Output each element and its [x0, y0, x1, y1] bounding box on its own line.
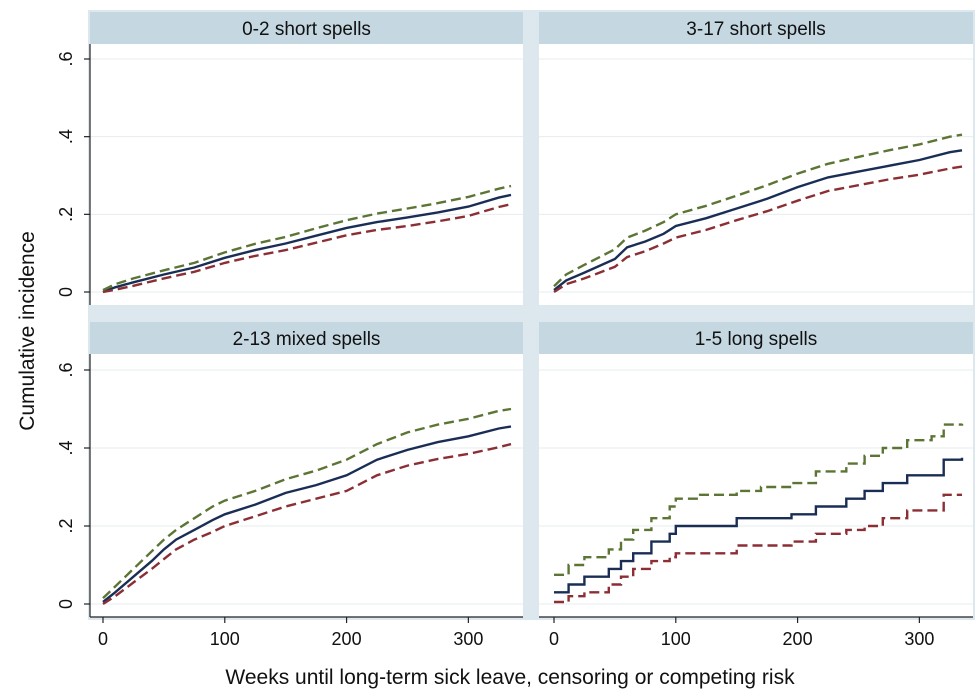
- series-upper-line: [553, 133, 963, 288]
- panel-2: 3-17 short spells: [539, 12, 973, 305]
- y-tick-label: .2: [56, 518, 76, 533]
- x-tick-label: 100: [210, 629, 240, 649]
- plot-area: [539, 354, 973, 617]
- panel-title: 3-17 short spells: [686, 19, 825, 40]
- series-upper-line: [102, 184, 512, 292]
- y-tick-label: .2: [56, 207, 76, 222]
- panel-3: 2-13 mixed spells 0 .2 .4 .6 0 100 200 300: [56, 322, 523, 649]
- y-axis-title: Cumulative incidence: [16, 231, 39, 431]
- series-estimate-line: [554, 457, 964, 594]
- x-tick-label: 0: [549, 629, 559, 649]
- panel-title: 1-5 long spells: [695, 329, 818, 350]
- panel-strip: [539, 12, 973, 44]
- series-lower-line: [553, 165, 963, 294]
- y-tick-label: .6: [56, 51, 76, 66]
- plot-area: [90, 354, 523, 617]
- panel-1: 0-2 short spells 0 .2 .4 .6: [56, 12, 523, 305]
- series-lower-line: [102, 442, 512, 606]
- series-lower-line: [554, 493, 962, 604]
- series-estimate-line: [102, 193, 512, 294]
- y-tick-label: .4: [56, 129, 76, 144]
- panel-title: 2-13 mixed spells: [233, 329, 381, 350]
- panels: 0-2 short spells 0 .2 .4 .6 3-17 short spells…: [56, 12, 973, 649]
- panel-strip: [90, 322, 523, 354]
- y-tick-label: .4: [56, 440, 76, 455]
- x-tick-label: 100: [661, 629, 691, 649]
- x-tick-label: 300: [904, 629, 934, 649]
- panel-title: 0-2 short spells: [242, 19, 371, 40]
- series-lower-line: [102, 203, 512, 294]
- y-tick-label: 0: [56, 599, 76, 609]
- plot-area: [539, 44, 973, 305]
- panel-4: 1-5 long spells 0 100 200 300: [539, 322, 973, 649]
- y-tick-label: 0: [56, 287, 76, 297]
- x-tick-label: 200: [783, 629, 813, 649]
- series-upper-line: [102, 407, 512, 599]
- y-tick-label: .6: [56, 362, 76, 377]
- x-axis-title: Weeks until long-term sick leave, censor…: [225, 666, 795, 689]
- panel-strip: [539, 322, 973, 354]
- x-tick-label: 200: [332, 629, 362, 649]
- series-upper-line: [554, 423, 964, 576]
- x-tick-label: 0: [98, 629, 108, 649]
- series-estimate-line: [553, 149, 963, 292]
- series-estimate-line: [102, 425, 512, 603]
- panel-strip: [90, 12, 523, 44]
- plot-area: [90, 44, 523, 305]
- x-tick-label: 300: [453, 629, 483, 649]
